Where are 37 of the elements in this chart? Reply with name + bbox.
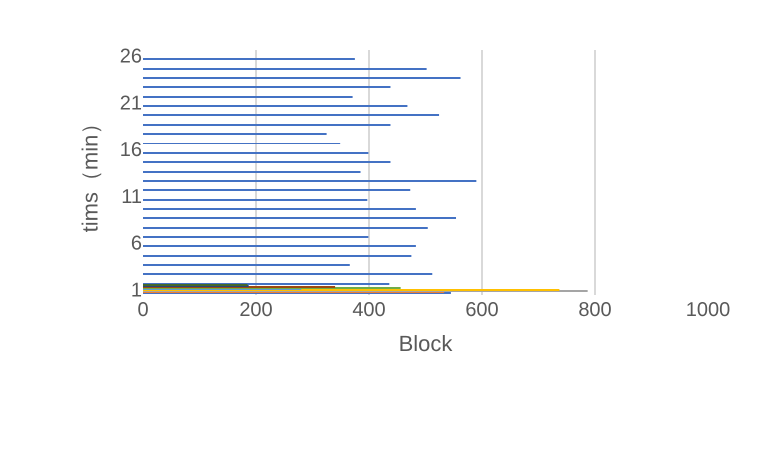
bar [143, 114, 440, 116]
x-tick-label: 0 [137, 299, 149, 321]
bar [143, 105, 408, 107]
bar [143, 180, 476, 182]
bar [143, 58, 355, 60]
x-tick-label: 800 [578, 299, 612, 321]
bar [143, 255, 412, 257]
x-tick-label: 200 [239, 299, 273, 321]
bar [143, 86, 390, 88]
bar [143, 273, 432, 275]
y-axis-title: tims（min） [78, 112, 103, 232]
x-tick-label: 400 [352, 299, 386, 321]
bar [143, 245, 416, 247]
x-tick-label: 1000 [686, 299, 730, 321]
bar [143, 133, 327, 135]
bar [143, 217, 456, 219]
bar [143, 208, 416, 210]
bar [143, 124, 390, 126]
bar [143, 96, 353, 98]
bar [143, 236, 368, 238]
y-tick-label: 21 [120, 92, 142, 114]
y-tick-label: 1 [130, 279, 142, 302]
bar [143, 199, 368, 201]
bar [143, 152, 368, 154]
y-tick-label: 16 [120, 139, 142, 162]
bar [143, 68, 427, 70]
y-tick-label: 26 [120, 46, 142, 68]
bar [143, 171, 361, 173]
bar [143, 264, 350, 266]
y-tick-label: 6 [130, 232, 142, 255]
x-tick-label: 600 [465, 299, 499, 321]
bar [143, 161, 390, 163]
bar [143, 77, 461, 79]
x-axis-title: Block [398, 330, 454, 356]
bar [143, 227, 428, 229]
y-tick-label: 11 [121, 186, 142, 208]
bar [143, 189, 410, 191]
